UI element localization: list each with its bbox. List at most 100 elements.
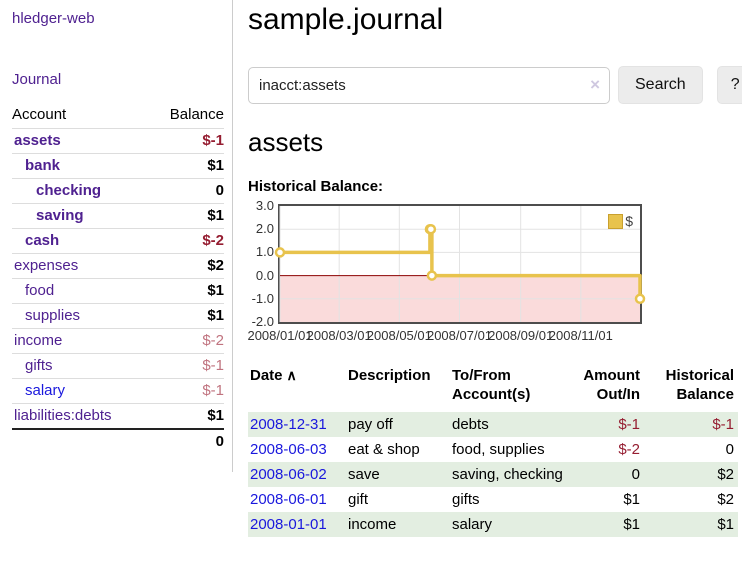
transaction-description-cell: save [348, 466, 380, 483]
sidebar-account-cell: bank [12, 153, 150, 179]
transaction-date-link[interactable]: 2008-06-01 [250, 491, 327, 508]
sidebar-account-link-assets[interactable]: assets [14, 132, 61, 149]
chart-x-tick-label: 2008/03/01 [306, 328, 372, 343]
sidebar-account-link-saving[interactable]: saving [36, 207, 84, 224]
sidebar-account-link-supplies[interactable]: supplies [25, 307, 81, 324]
transaction-amount-cell: $-2 [618, 441, 640, 458]
transaction-accounts-cell: saving, checking [452, 466, 563, 483]
accounts-total-row: 0 [12, 428, 224, 454]
transaction-date-link[interactable]: 2008-06-02 [250, 466, 327, 483]
chart-x-tick-label: 2008/11/01 [548, 328, 613, 343]
transaction-row: 2008-01-01 income salary $1 $1 [248, 512, 738, 537]
transaction-date-link[interactable]: 2008-01-01 [250, 516, 327, 533]
sidebar-account-balance: $1 [149, 203, 224, 229]
app-brand-link[interactable]: hledger-web [12, 10, 95, 27]
sidebar-account-link-bank[interactable]: bank [25, 157, 61, 174]
sidebar-account-balance: $-2 [149, 228, 224, 254]
sidebar: hledger-web Journal Account Balance asse… [0, 0, 233, 472]
search-input-wrap: × [248, 66, 610, 104]
help-button[interactable]: ? [716, 66, 742, 104]
transaction-description-cell: income [348, 516, 397, 533]
register-tbody: 2008-12-31 pay off debts $-1 $-1 2008-06-03 ea… [248, 412, 738, 537]
chart-y-tick-label: 2.0 [255, 221, 274, 237]
accounts-total-value: 0 [149, 428, 224, 454]
register-header-balance: Historical Balance [665, 367, 734, 403]
chart-plot-area[interactable]: $ [274, 204, 646, 324]
register-table: Date ∧ Description To/From Account(s) Amo… [248, 364, 738, 537]
sidebar-account-link-salary[interactable]: salary [25, 382, 66, 399]
page-title: sample.journal [248, 3, 444, 36]
legend-swatch-icon [608, 213, 624, 229]
transaction-accounts-cell: food, supplies [452, 441, 545, 458]
transaction-balance-cell: $2 [717, 466, 734, 483]
sidebar-account-row: liabilities:debts $1 [12, 403, 224, 429]
sidebar-account-row: food $1 [12, 278, 224, 304]
transaction-date-link[interactable]: 2008-06-03 [250, 441, 327, 458]
transaction-balance-cell: $-1 [712, 416, 734, 433]
chart-x-tick-label: 2008/01/01 [247, 328, 313, 343]
transaction-date-cell: 2008-06-02 [248, 462, 346, 487]
accounts-total-spacer [12, 428, 150, 454]
sidebar-account-row: assets $-1 [12, 128, 224, 154]
sidebar-account-cell: salary [12, 378, 150, 404]
sidebar-account-link-income[interactable]: income [14, 332, 63, 349]
sidebar-account-link-expenses[interactable]: expenses [14, 257, 79, 274]
sidebar-account-row: bank $1 [12, 153, 224, 179]
sidebar-account-cell: saving [12, 203, 150, 229]
transaction-row: 2008-12-31 pay off debts $-1 $-1 [248, 412, 738, 437]
chart-y-tick-label: -1.0 [251, 290, 274, 306]
clear-search-icon[interactable]: × [590, 74, 600, 94]
transaction-description-cell: pay off [348, 416, 393, 433]
transaction-balance-cell: 0 [725, 441, 734, 458]
sidebar-account-cell: assets [12, 128, 150, 154]
sidebar-account-cell: income [12, 328, 150, 354]
sidebar-account-row: cash $-2 [12, 228, 224, 254]
chart-data-point [634, 293, 646, 305]
sidebar-account-link-checking[interactable]: checking [36, 182, 102, 199]
historical-balance-chart: $ 3.0 2.0 1.0 0.0 -1.0 -2.0 2008/01/01 2008/03/… [247, 199, 648, 346]
transaction-date-cell: 2008-12-31 [248, 412, 346, 437]
sidebar-account-link-liabilities-debts[interactable]: liabilities:debts [14, 407, 112, 424]
chart-title: Historical Balance: [248, 178, 384, 195]
sidebar-item-journal[interactable]: Journal [12, 71, 62, 88]
sidebar-account-cell: expenses [12, 253, 150, 279]
sidebar-account-link-food[interactable]: food [25, 282, 55, 299]
accounts-header-account: Account [12, 106, 67, 123]
main-content: sample.journal × Search ? assets Histori… [247, 0, 742, 537]
sidebar-account-cell: checking [12, 178, 150, 204]
sidebar-account-row: saving $1 [12, 203, 224, 229]
sidebar-account-cell: gifts [12, 353, 150, 379]
sidebar-account-link-cash[interactable]: cash [25, 232, 60, 249]
register-header-amount: Amount Out/In [583, 367, 640, 403]
sidebar-account-balance: $-2 [149, 328, 224, 354]
sidebar-account-cell: food [12, 278, 150, 304]
chart-data-point [425, 223, 437, 235]
transaction-date-link[interactable]: 2008-12-31 [250, 416, 327, 433]
register-header-row: Date ∧ Description To/From Account(s) Amo… [248, 364, 738, 412]
search-input[interactable] [248, 66, 610, 104]
transaction-description-cell: gift [348, 491, 369, 508]
sidebar-account-cell: cash [12, 228, 150, 254]
transaction-amount-cell: $1 [623, 516, 640, 533]
sidebar-account-balance: $1 [149, 403, 224, 429]
register-header-date[interactable]: Date ∧ [250, 367, 297, 384]
sidebar-account-cell: supplies [12, 303, 150, 329]
sidebar-account-link-gifts[interactable]: gifts [25, 357, 53, 374]
sidebar-account-row: expenses $2 [12, 253, 224, 279]
sidebar-account-balance: $2 [149, 253, 224, 279]
transaction-accounts-cell: salary [452, 516, 493, 533]
transaction-amount-cell: 0 [631, 466, 640, 483]
transaction-balance-cell: $2 [717, 491, 734, 508]
chart-x-tick-label: 2008/09/01 [488, 328, 554, 343]
account-heading: assets [248, 127, 324, 157]
sidebar-account-balance: $-1 [149, 353, 224, 379]
chart-legend: $ [608, 213, 633, 229]
transaction-row: 2008-06-03 eat & shop food, supplies $-2 0 [248, 437, 738, 462]
chart-canvas [274, 206, 646, 322]
chart-data-point [274, 247, 286, 258]
transaction-row: 2008-06-02 save saving, checking 0 $2 [248, 462, 738, 487]
chart-x-tick-label: 2008/05/01 [366, 328, 432, 343]
accounts-header-balance: Balance [169, 106, 224, 123]
sidebar-account-balance: $1 [149, 153, 224, 179]
search-button[interactable]: Search [618, 66, 703, 104]
